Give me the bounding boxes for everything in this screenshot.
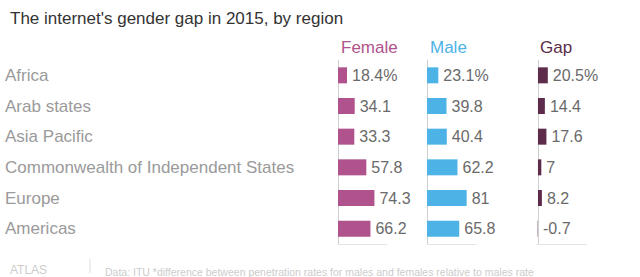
svg-text:Gap: Gap: [540, 38, 572, 57]
svg-text:Asia Pacific: Asia Pacific: [5, 127, 93, 146]
svg-text:Europe: Europe: [5, 189, 60, 208]
svg-text:Arab states: Arab states: [5, 97, 91, 116]
svg-text:33.3: 33.3: [359, 128, 390, 145]
svg-text:81: 81: [472, 190, 490, 207]
svg-text:Male: Male: [430, 38, 467, 57]
svg-text:66.2: 66.2: [375, 220, 406, 237]
svg-text:20.5%: 20.5%: [553, 67, 598, 84]
svg-text:Data: ITU *difference between: Data: ITU *difference between penetratio…: [105, 266, 534, 277]
svg-text:Commonwealth of Independent St: Commonwealth of Independent States: [5, 158, 294, 177]
svg-text:18.4%: 18.4%: [352, 67, 397, 84]
svg-text:Americas: Americas: [5, 219, 76, 238]
svg-text:14.4: 14.4: [550, 98, 581, 115]
svg-text:74.3: 74.3: [379, 190, 410, 207]
svg-text:The internet's gender gap in 2: The internet's gender gap in 2015, by re…: [10, 9, 343, 28]
svg-text:Africa: Africa: [5, 66, 49, 85]
svg-text:ATLAS: ATLAS: [10, 263, 47, 277]
svg-text:Female: Female: [341, 38, 398, 57]
svg-text:-0.7: -0.7: [543, 220, 571, 237]
svg-text:39.8: 39.8: [452, 98, 483, 115]
svg-text:8.2: 8.2: [547, 190, 569, 207]
svg-text:23.1%: 23.1%: [443, 67, 488, 84]
svg-text:17.6: 17.6: [551, 128, 582, 145]
svg-text:65.8: 65.8: [464, 220, 495, 237]
svg-text:34.1: 34.1: [360, 98, 391, 115]
svg-text:7: 7: [546, 159, 555, 176]
svg-text:40.4: 40.4: [452, 128, 483, 145]
svg-text:62.2: 62.2: [462, 159, 493, 176]
svg-text:57.8: 57.8: [371, 159, 402, 176]
